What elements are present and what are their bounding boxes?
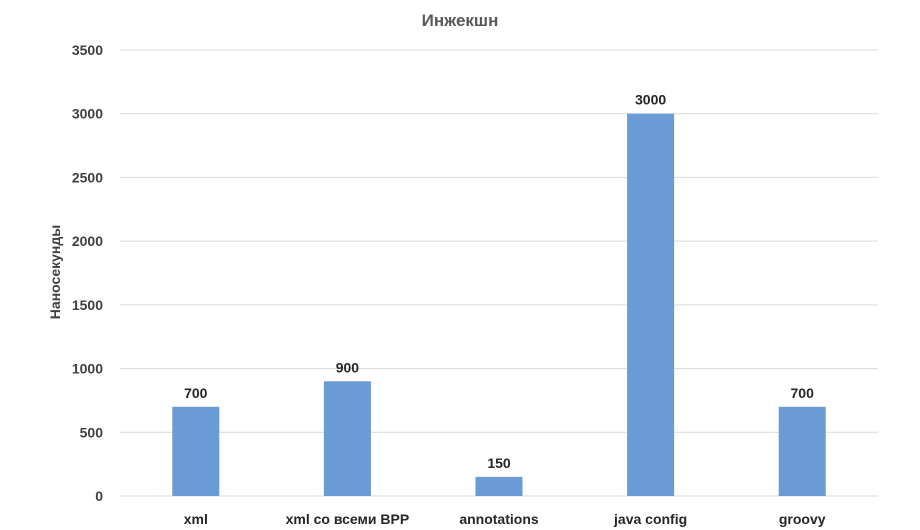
y-tick-label: 0 bbox=[95, 488, 103, 504]
x-axis-categories: xml xml со всеми BPP annotations java confi… bbox=[184, 511, 826, 527]
y-axis-label: Наносекунды bbox=[47, 225, 63, 319]
y-tick-label: 3000 bbox=[72, 106, 103, 122]
y-tick-label: 2000 bbox=[72, 233, 103, 249]
bar bbox=[778, 406, 826, 496]
x-category-label: annotations bbox=[459, 511, 539, 527]
x-category-label: java config bbox=[613, 511, 687, 527]
data-label: 150 bbox=[487, 455, 511, 471]
x-category-label: xml со всеми BPP bbox=[286, 511, 410, 527]
x-category-label: groovy bbox=[779, 511, 826, 527]
y-tick-label: 500 bbox=[80, 424, 104, 440]
data-label: 3000 bbox=[635, 92, 666, 108]
bar bbox=[475, 476, 523, 496]
y-tick-label: 2500 bbox=[72, 169, 103, 185]
bar bbox=[627, 113, 675, 496]
data-labels: 700 900 150 3000 700 bbox=[184, 92, 814, 471]
chart-title: Инжекшн bbox=[422, 11, 499, 30]
bar bbox=[172, 406, 220, 496]
data-label: 900 bbox=[336, 359, 360, 375]
bar bbox=[323, 381, 371, 496]
data-label: 700 bbox=[791, 385, 815, 401]
y-tick-label: 1000 bbox=[72, 361, 103, 377]
y-tick-label: 1500 bbox=[72, 297, 103, 313]
x-category-label: xml bbox=[184, 511, 208, 527]
gridlines bbox=[120, 49, 878, 497]
y-axis-ticks: 0 500 1000 1500 2000 2500 3000 3500 bbox=[72, 42, 103, 504]
bars bbox=[172, 113, 826, 496]
y-tick-label: 3500 bbox=[72, 42, 103, 58]
data-label: 700 bbox=[184, 385, 208, 401]
